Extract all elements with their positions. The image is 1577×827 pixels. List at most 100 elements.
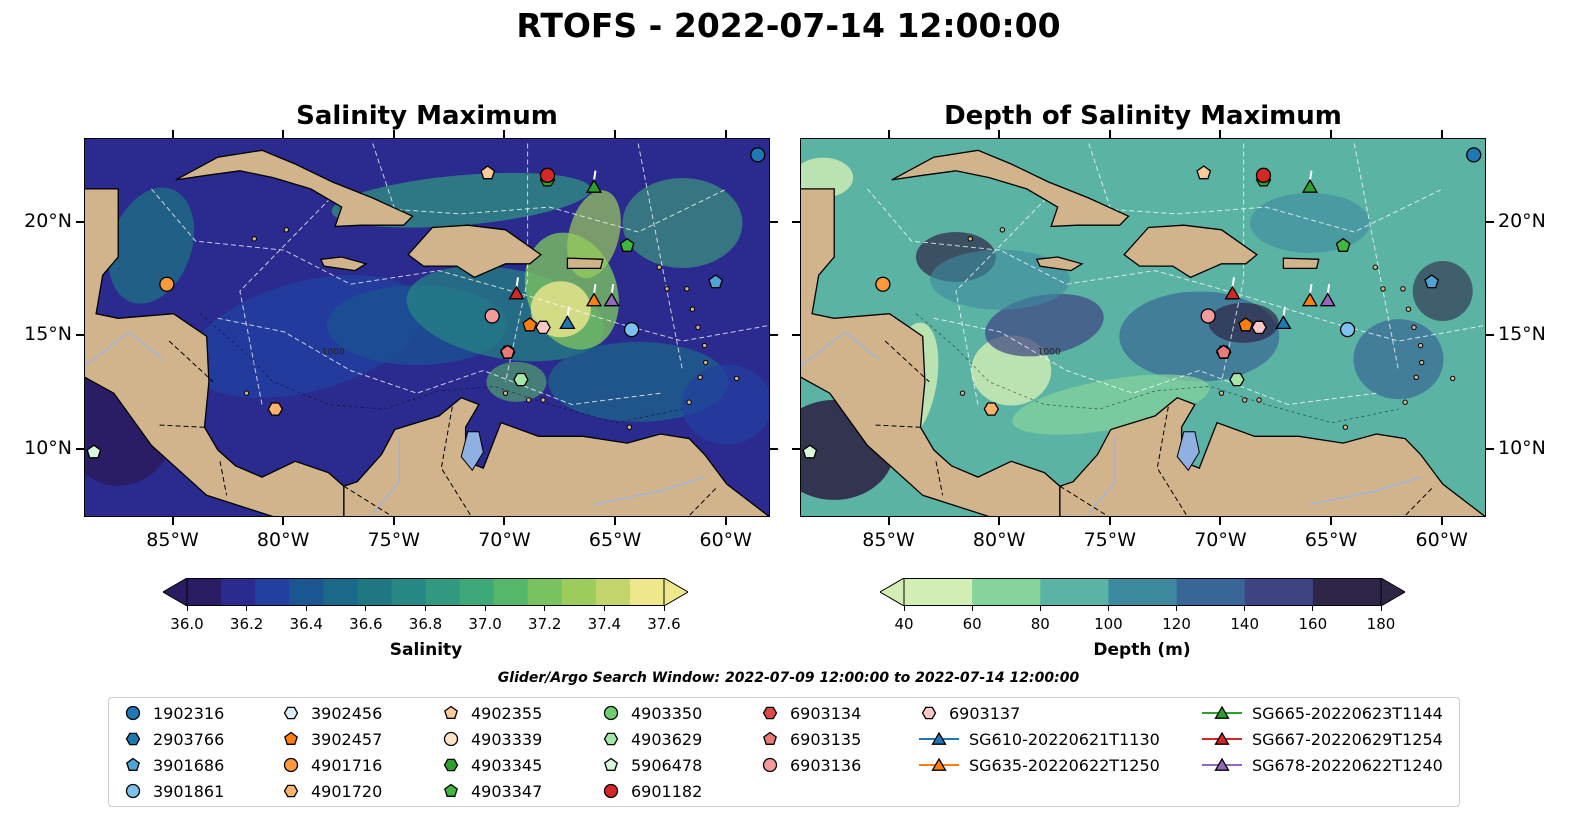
legend-marker-hexagon (921, 706, 937, 720)
salinity-map-river (593, 476, 705, 506)
legend-marker-triangle (919, 757, 959, 771)
legend-marker-shape (603, 732, 619, 746)
salinity-colorbar-tick-label: 37.4 (587, 615, 622, 633)
legend-item: 6903136 (760, 755, 861, 775)
salinity-map-eez-boundary (217, 317, 661, 406)
depth-colorbar-tick (1380, 606, 1382, 611)
salinity-colorbar-segment (187, 578, 222, 606)
legend-marker-shape (931, 731, 947, 745)
depth-colorbar-label: Depth (m) (1093, 640, 1191, 660)
depth-map-lon-tick-top (1440, 130, 1443, 138)
salinity-map-marker-1902316 (750, 147, 766, 163)
salinity-map-lat-tick-right (770, 334, 778, 337)
legend-marker-hexagon (762, 706, 778, 720)
legend-item: 4903339 (441, 729, 542, 749)
legend-item: 6903134 (760, 703, 861, 723)
legend-label: 4902355 (471, 703, 543, 723)
depth-map-lon-tick (1108, 517, 1111, 525)
legend-item: 4903350 (601, 703, 702, 723)
depth-colorbar-tick-label: 40 (894, 615, 914, 633)
legend-marker-circle (283, 757, 299, 773)
depth-map-marker-sg665-20220623t1144 (1301, 178, 1319, 193)
salinity-colorbar-segment (459, 578, 495, 606)
depth-map-marker-sg610-20220621t1130-track (1282, 306, 1286, 317)
depth-map-marker-6903136 (1200, 308, 1216, 324)
salinity-colorbar-tick-label: 37.0 (468, 615, 502, 633)
salinity-map-small-island (664, 286, 670, 292)
salinity-map-marker-sg610-20220621t1130 (559, 315, 576, 330)
depth-map-marker-6901182 (1255, 167, 1272, 183)
depth-map-south-america-landmass (1059, 396, 1485, 516)
salinity-map-small-island (243, 390, 250, 396)
legend-marker-shape (283, 757, 299, 773)
salinity-map-small-island (626, 424, 633, 430)
salinity-map-lat-tick-right (770, 447, 778, 450)
legend-marker-shape (125, 705, 141, 721)
legend-marker-circle (125, 783, 141, 799)
depth-map-lat-tick (792, 447, 800, 450)
legend-marker-hexagon (125, 732, 141, 746)
depth-map-small-island (999, 227, 1006, 233)
salinity-map[interactable]: 1000 (84, 138, 770, 517)
salinity-map-lon-tick (282, 517, 285, 525)
legend-marker-circle (762, 757, 778, 773)
salinity-map-marker-3901861 (623, 321, 640, 338)
depth-map-canvas: 1000 (801, 139, 1485, 516)
legend-item: 3901861 (123, 781, 224, 801)
depth-map-marker-sg667-20220629t1254 (1224, 285, 1241, 300)
depth-map-central-america-landmass (801, 188, 1061, 516)
lat-label-left: 10°N (24, 436, 72, 459)
depth-colorbar (879, 577, 1406, 607)
salinity-map-marker-4901720 (267, 402, 284, 416)
depth-colorbar-tick (971, 606, 973, 611)
salinity-map-marker-6903136 (484, 308, 500, 324)
depth-map-lon-tick-top (1108, 130, 1111, 138)
legend-marker-triangle (1202, 757, 1242, 771)
depth-colorbar-frame (903, 578, 1382, 606)
salinity-colorbar-tick (365, 606, 367, 611)
legend-marker-shape (603, 783, 619, 799)
depth-map-lon-tick-top (998, 130, 1001, 138)
depth-map-marker-1902316 (1466, 147, 1482, 163)
legend-item: SG678-20220622T1240 (1202, 755, 1443, 775)
depth-map-marker-3901686 (1424, 274, 1440, 289)
depth-map[interactable]: 1000 (800, 138, 1486, 517)
depth-map-lon-label: 65°W (1304, 529, 1358, 551)
salinity-colorbar-tick-label: 37.6 (647, 615, 681, 633)
depth-colorbar-tick-label: 120 (1162, 615, 1191, 633)
depth-map-marker-sg667-20220629t1254-track (1231, 277, 1236, 288)
salinity-map-marker-sg678-20220622t1240 (603, 292, 620, 307)
depth-map-lat-tick (792, 220, 800, 223)
legend-marker-pentagon (284, 731, 298, 745)
legend-label: 4903350 (631, 703, 703, 723)
salinity-map-lon-tick (503, 517, 506, 525)
salinity-colorbar-tick (305, 606, 307, 611)
salinity-map-south-america-landmass (343, 396, 769, 516)
salinity-map-marker-sg610-20220621t1130-track (566, 306, 570, 317)
depth-colorbar-segment (1244, 578, 1314, 606)
depth-map-country-border (1059, 485, 1109, 516)
depth-map-country-border (884, 340, 930, 383)
legend-label: SG610-20220621T1130 (969, 729, 1160, 749)
legend-marker-triangle (1202, 705, 1242, 719)
legend-label: 3901861 (153, 781, 225, 801)
depth-map-contour-label: 1000 (1038, 348, 1061, 358)
depth-map-jamaica-landmass (1035, 256, 1084, 272)
salinity-colorbar-segment (527, 578, 563, 606)
legend-item: 6903135 (760, 729, 861, 749)
salinity-map-small-island (502, 390, 509, 396)
legend-item: 4901720 (281, 781, 382, 801)
salinity-map-marker-6903137 (535, 320, 551, 335)
salinity-map-small-island (695, 324, 701, 331)
depth-colorbar-tick-label: 60 (962, 615, 982, 633)
depth-map-title: Depth of Salinity Maximum (944, 101, 1342, 131)
salinity-colorbar-segment (323, 578, 358, 606)
salinity-colorbar-segment (425, 578, 461, 606)
salinity-map-contour-label: 1000 (322, 348, 345, 358)
legend-label: SG667-20220629T1254 (1252, 729, 1443, 749)
salinity-map-marker-6903135 (500, 344, 516, 359)
salinity-map-small-island (686, 399, 692, 405)
depth-map-river (801, 331, 879, 367)
salinity-colorbar-tick (186, 606, 188, 611)
depth-map-small-island (1419, 359, 1425, 366)
